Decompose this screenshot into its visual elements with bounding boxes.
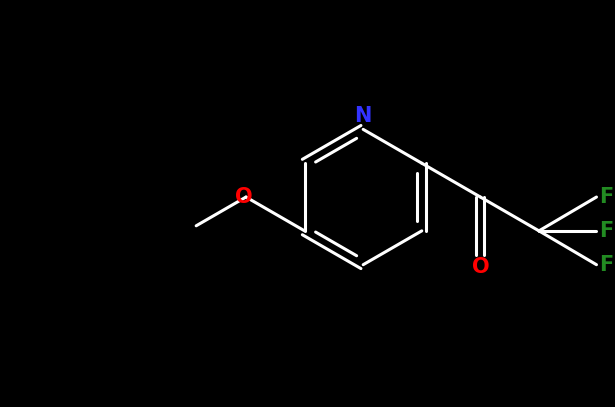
Text: F: F: [600, 221, 614, 241]
Text: F: F: [600, 255, 614, 275]
Text: O: O: [235, 187, 253, 207]
Text: N: N: [354, 106, 372, 127]
Text: F: F: [600, 187, 614, 207]
Text: O: O: [472, 256, 489, 276]
